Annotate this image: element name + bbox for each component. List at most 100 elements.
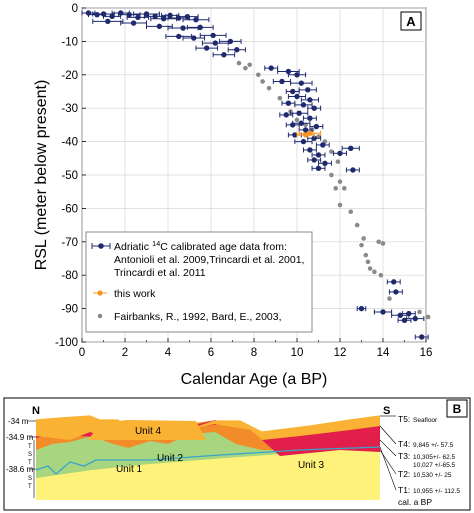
fairbanks-point xyxy=(363,252,369,258)
y-tick-label: -80 xyxy=(61,270,78,282)
legend-label-adriatic-line2: Antonioli et al. 2009,Trincardi et al. 2… xyxy=(114,254,304,266)
legend-label-fairbanks: Fairbanks, R., 1992, Bard, E., 2003, xyxy=(114,311,282,323)
adriatic-point xyxy=(219,38,242,45)
y-axis-label: RSL (meter below present) xyxy=(33,80,50,271)
tract-label-5: T xyxy=(28,484,32,490)
adriatic-point xyxy=(186,24,214,31)
panel-b-diagram: N S B Unit 4 Unit 2 Unit 1 Unit 3 -34 m … xyxy=(3,397,471,511)
adriatic-point xyxy=(311,165,326,172)
adriatic-point xyxy=(279,112,294,118)
fairbanks-point xyxy=(260,79,265,84)
panel-b-label: B xyxy=(453,402,462,416)
base-layer xyxy=(36,447,380,500)
adriatic-point xyxy=(264,65,279,71)
adriatic-point xyxy=(397,317,412,323)
fairbanks-point xyxy=(335,159,341,164)
adriatic-point xyxy=(290,80,313,86)
adriatic-point xyxy=(199,32,227,39)
x-axis-label: Calendar Age (a BP) xyxy=(181,371,328,388)
x-tick-label: 10 xyxy=(291,347,304,359)
y-tick-label: 0 xyxy=(72,3,78,15)
x-tick-label: 14 xyxy=(377,347,390,359)
x-tick-label: 0 xyxy=(79,347,85,359)
y-tick-label: -40 xyxy=(61,137,78,149)
legend-box xyxy=(85,231,313,333)
fairbanks-point xyxy=(329,149,334,154)
x-tick-label: 8 xyxy=(251,347,257,359)
legend-marker-fairbanks xyxy=(97,313,103,319)
y-tick-label: -50 xyxy=(61,170,78,182)
x-tick-label: 16 xyxy=(420,347,433,359)
unit-3-layer xyxy=(36,420,380,456)
tract-label-3: T xyxy=(28,460,32,466)
adriatic-point xyxy=(300,97,319,103)
tract-label-4: S xyxy=(28,476,32,482)
fairbanks-point xyxy=(243,65,248,71)
fairbanks-point xyxy=(266,85,272,91)
adriatic-point xyxy=(298,87,317,93)
x-tick-label: 4 xyxy=(165,347,172,359)
adriatic-point xyxy=(285,122,300,128)
fairbanks-point xyxy=(361,236,366,241)
adriatic-point xyxy=(302,115,317,121)
depth-label-34-9: -34.9 m xyxy=(6,433,33,442)
fairbanks-point xyxy=(359,242,364,248)
adriatic-point xyxy=(356,305,367,312)
y-tick-label: -20 xyxy=(61,70,78,82)
adriatic-point xyxy=(287,72,307,78)
tract-label-2: S xyxy=(28,452,32,458)
adriatic-point xyxy=(294,102,313,108)
legend: Adriatic 14C calibrated age data from: A… xyxy=(85,231,313,333)
t1-text: 10,955 +/- 112.5 xyxy=(413,488,460,495)
fairbanks-point xyxy=(337,202,343,208)
adriatic-point xyxy=(227,47,246,53)
adriatic-point xyxy=(195,45,218,51)
adriatic-point xyxy=(277,68,300,75)
adriatic-point xyxy=(176,13,199,20)
adriatic-point xyxy=(182,35,206,41)
fairbanks-point xyxy=(380,241,386,246)
legend-label-adriatic: Adriatic 14C calibrated age data from: xyxy=(114,239,287,253)
x-tick-label: 2 xyxy=(122,347,128,359)
adriatic-point xyxy=(294,138,313,145)
fairbanks-point xyxy=(342,186,347,191)
x-tick-label: 12 xyxy=(334,347,347,359)
adriatic-point xyxy=(307,157,322,163)
adriatic-point xyxy=(388,289,403,295)
adriatic-point xyxy=(287,93,307,100)
adriatic-point xyxy=(302,147,317,153)
fairbanks-point xyxy=(255,72,261,78)
fairbanks-point xyxy=(294,117,300,123)
adriatic-point xyxy=(401,310,416,317)
adriatic-point xyxy=(333,150,347,156)
t3-code: T3: xyxy=(398,451,410,461)
fairbanks-point xyxy=(329,172,334,178)
adriatic-point xyxy=(120,20,147,26)
adriatic-point xyxy=(318,160,332,167)
fairbanks-point xyxy=(387,296,392,301)
y-tick-label: -90 xyxy=(61,304,78,316)
panel-a-label-box xyxy=(400,11,422,31)
fairbanks-point xyxy=(303,122,308,128)
t4-text: 9,845 +/- 57.5 xyxy=(413,442,454,449)
fairbanks-point xyxy=(417,309,422,315)
this-work-point xyxy=(296,132,315,138)
adriatic-point xyxy=(386,279,401,285)
t3-text-2: 10,027 +/-65.5 xyxy=(413,462,455,469)
depth-label-38-6: -38.6 m xyxy=(6,465,33,474)
tract-column: T S T S T xyxy=(28,440,35,498)
panel-a-label: A xyxy=(406,14,416,29)
adriatic-point xyxy=(315,142,330,148)
adriatic-point xyxy=(167,25,199,31)
unit-3-label: Unit 3 xyxy=(298,460,325,471)
y-tick-label: -100 xyxy=(55,337,78,349)
surface-annotations: T5: Seafloor T4: 9,845 +/- 57.5 T3: 10,3… xyxy=(379,414,460,507)
fairbanks-point xyxy=(316,134,321,139)
t3-text: 10,305+/- 62.5 xyxy=(413,454,455,461)
unit-4-label: Unit 4 xyxy=(135,426,162,437)
unit-1-label: Unit 1 xyxy=(116,464,143,475)
panel-b-label-box xyxy=(446,399,468,418)
adriatic-point xyxy=(309,123,324,130)
fairbanks-point xyxy=(365,259,371,265)
adriatic-point xyxy=(285,88,300,95)
